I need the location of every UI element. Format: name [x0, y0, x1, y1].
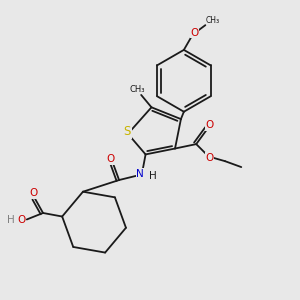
Text: O: O — [206, 120, 214, 130]
Text: CH₃: CH₃ — [206, 16, 220, 25]
Text: N: N — [136, 169, 144, 178]
Text: H: H — [7, 215, 14, 225]
Text: H: H — [149, 171, 157, 181]
Text: O: O — [190, 28, 199, 38]
Text: O: O — [107, 154, 115, 164]
Text: CH₃: CH₃ — [130, 85, 146, 94]
Text: O: O — [29, 188, 38, 198]
Text: O: O — [206, 153, 214, 163]
Text: O: O — [18, 215, 26, 225]
Text: S: S — [124, 125, 131, 138]
